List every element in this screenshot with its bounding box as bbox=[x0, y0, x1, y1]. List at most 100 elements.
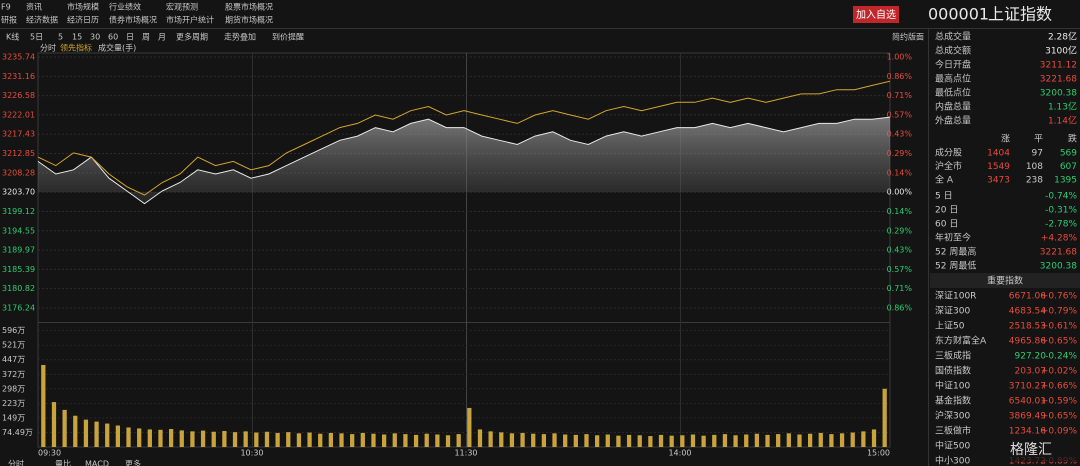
volume-bar bbox=[424, 433, 429, 447]
toolbar-item[interactable]: K线 bbox=[6, 32, 19, 42]
volume-bar bbox=[73, 415, 78, 447]
add-button-label[interactable]: 加入自选 bbox=[856, 8, 896, 21]
stat-value: 3211.12 bbox=[1040, 61, 1077, 71]
index-name[interactable]: 三板成指 bbox=[935, 350, 971, 362]
toolbar-item[interactable]: 30 bbox=[90, 33, 100, 42]
volume-bar bbox=[105, 423, 110, 447]
y-tick-label: 3222.01 bbox=[2, 110, 35, 119]
volume-bar bbox=[594, 435, 600, 447]
pct-label: 0.71% bbox=[887, 284, 913, 293]
toolbar-item[interactable]: 5日 bbox=[30, 33, 43, 42]
period-value: -2.78% bbox=[1045, 220, 1077, 230]
period-value: 3221.68 bbox=[1040, 248, 1077, 258]
period-label: 20 日 bbox=[935, 205, 958, 216]
index-name[interactable]: 沪深300 bbox=[935, 410, 970, 422]
menu-item[interactable]: 股票市场概况 bbox=[225, 2, 273, 12]
chart-tab[interactable]: 领先指标 bbox=[60, 43, 92, 53]
series-line bbox=[37, 116, 891, 205]
menu-item[interactable]: 期货市场概况 bbox=[225, 15, 273, 25]
index-value: 203.07 bbox=[1015, 367, 1047, 377]
pct-label: 0.71% bbox=[887, 91, 913, 100]
toolbar-item[interactable]: 15 bbox=[72, 33, 82, 42]
index-name[interactable]: 深证300 bbox=[935, 306, 970, 317]
add-button[interactable] bbox=[853, 6, 899, 23]
index-name[interactable]: 基金指数 bbox=[935, 395, 971, 407]
breadth-value: 1395 bbox=[1054, 176, 1077, 186]
index-change: +0.65% bbox=[1041, 337, 1078, 347]
index-name[interactable]: 深证100R bbox=[935, 291, 976, 302]
pct-label: 0.14% bbox=[887, 168, 913, 177]
volume-bar bbox=[882, 388, 887, 447]
toolbar-item[interactable]: 走势叠加 bbox=[224, 32, 256, 42]
index-name[interactable]: 上证50 bbox=[935, 321, 965, 332]
index-name[interactable]: 中证100 bbox=[935, 380, 970, 392]
y-tick-label: 3235.74 bbox=[2, 53, 35, 62]
index-value: 1234.16 bbox=[1009, 427, 1046, 437]
pct-label: 0.86% bbox=[887, 72, 913, 81]
y-tick-label: 3203.70 bbox=[2, 188, 35, 197]
volume-bar bbox=[861, 431, 866, 447]
toolbar-item[interactable]: 周 bbox=[142, 33, 150, 42]
volume-bar bbox=[573, 434, 578, 447]
pct-label: 0.29% bbox=[887, 149, 913, 158]
menu-item[interactable]: 经济日历 bbox=[67, 15, 99, 25]
pct-label: 0.43% bbox=[887, 130, 913, 139]
x-tick-label: 15:00 bbox=[867, 449, 890, 458]
volume-bar bbox=[786, 433, 791, 447]
index-value: 4683.54 bbox=[1009, 307, 1046, 317]
pct-label: 0.29% bbox=[887, 226, 913, 235]
stat-value: 1.13亿 bbox=[1048, 101, 1077, 113]
section-header bbox=[930, 273, 1080, 288]
price-area bbox=[38, 117, 890, 204]
menu-item[interactable]: 市场规模 bbox=[67, 2, 99, 12]
stat-label: 今日开盘 bbox=[935, 59, 971, 71]
menu-item[interactable]: 市场开户统计 bbox=[166, 15, 214, 25]
volume-bar bbox=[413, 434, 419, 447]
toolbar-item[interactable]: 更多周期 bbox=[176, 32, 208, 42]
index-name[interactable]: 中小300 bbox=[935, 455, 970, 466]
volume-bar bbox=[467, 407, 472, 447]
breadth-header: 跌 bbox=[1068, 134, 1077, 145]
bottom-tab[interactable]: 量比 bbox=[55, 459, 71, 466]
toolbar-item[interactable]: 月 bbox=[158, 33, 166, 42]
toolbar-item[interactable]: 日 bbox=[126, 33, 134, 42]
x-tick-label: 09:30 bbox=[38, 449, 61, 458]
bottom-tab[interactable]: 更多 bbox=[125, 459, 141, 466]
chart-tab[interactable]: 成交量(手) bbox=[98, 43, 136, 53]
index-name[interactable]: 东方财富全A bbox=[935, 335, 987, 347]
volume-tick-label: 372万 bbox=[2, 370, 25, 379]
bottom-tab[interactable]: 分时 bbox=[8, 459, 24, 466]
chart-tab[interactable]: 分时 bbox=[40, 43, 56, 53]
y-tick-label: 3176.24 bbox=[2, 304, 35, 313]
volume-bar bbox=[797, 434, 802, 447]
y-tick-label: 3189.97 bbox=[2, 246, 35, 255]
menu-item[interactable]: 债券市场概况 bbox=[109, 15, 157, 25]
volume-bar bbox=[712, 434, 717, 447]
volume-tick-label: 521万 bbox=[2, 341, 25, 350]
pct-label: 0.00% bbox=[887, 188, 913, 197]
volume-bar bbox=[158, 429, 163, 447]
menu-item[interactable]: F9 bbox=[1, 3, 11, 12]
toolbar-item[interactable]: 5 bbox=[58, 33, 63, 42]
toolbar-item[interactable]: 到价提醒 bbox=[272, 32, 304, 42]
bottom-tab[interactable]: MACD bbox=[85, 460, 109, 466]
series-line bbox=[37, 80, 891, 196]
y-tick-label: 3212.85 bbox=[2, 149, 35, 158]
index-name: 上证指数 bbox=[988, 5, 1052, 24]
toolbar-item[interactable]: 简约版面 bbox=[892, 32, 924, 42]
toolbar-item[interactable]: 60 bbox=[108, 33, 118, 42]
volume-bar bbox=[669, 435, 674, 447]
volume-bar bbox=[350, 434, 355, 447]
menu-item[interactable]: 宏观预测 bbox=[166, 2, 198, 12]
index-name[interactable]: 中证500 bbox=[935, 440, 970, 452]
menu-item[interactable]: 行业绩效 bbox=[109, 2, 141, 12]
volume-bar bbox=[499, 432, 504, 447]
volume-bar bbox=[232, 432, 238, 447]
menu-item[interactable]: 研报 bbox=[1, 15, 17, 25]
x-tick-label: 10:30 bbox=[240, 449, 263, 458]
breadth-header: 平 bbox=[1034, 134, 1043, 145]
index-name[interactable]: 三板做市 bbox=[935, 425, 971, 437]
menu-item[interactable]: 资讯 bbox=[26, 2, 42, 12]
index-name[interactable]: 国债指数 bbox=[935, 365, 971, 377]
menu-item[interactable]: 经济数据 bbox=[26, 15, 58, 25]
